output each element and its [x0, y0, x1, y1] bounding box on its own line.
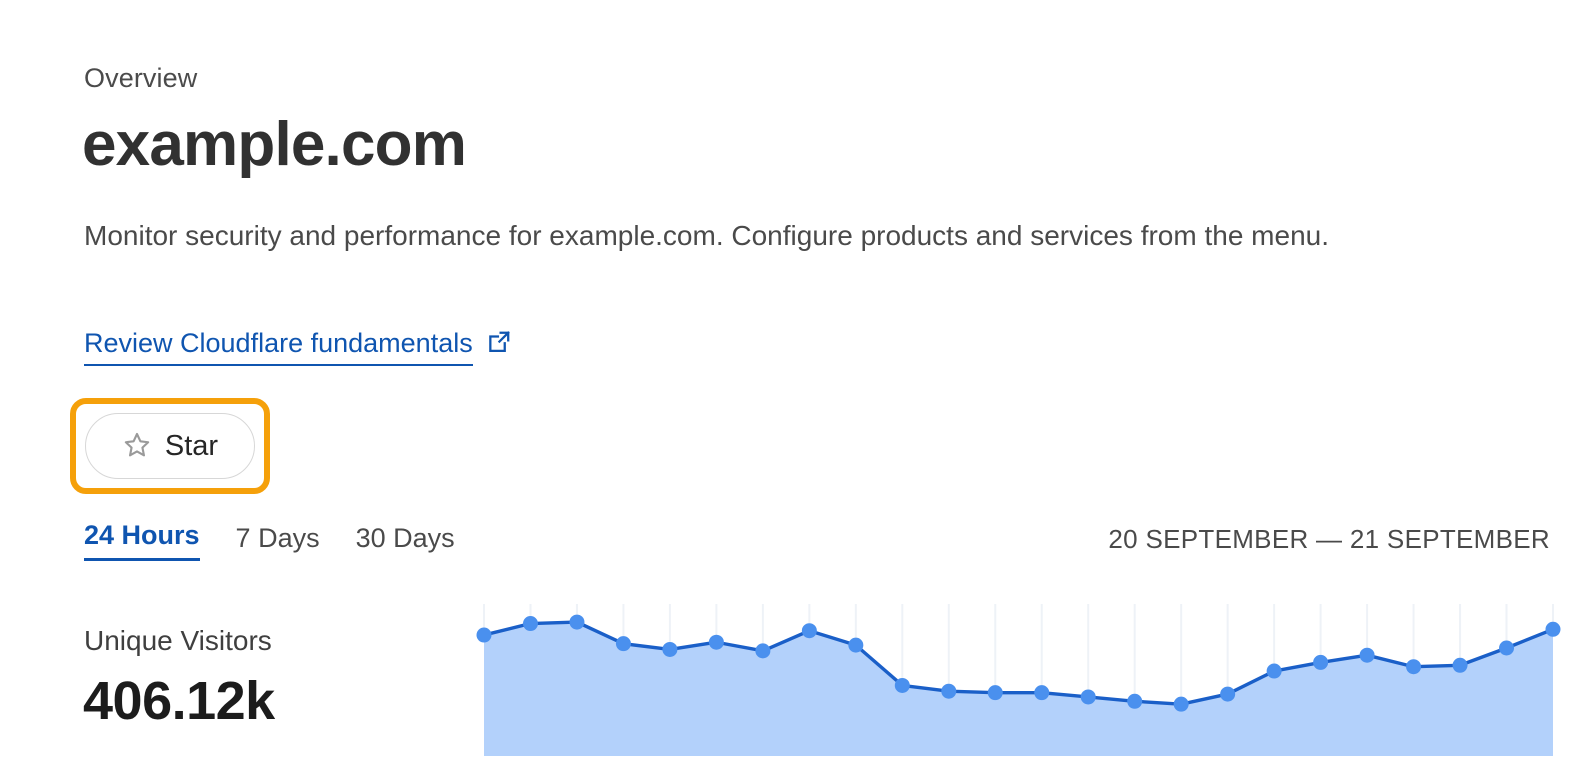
- star-outline-icon: [122, 430, 152, 463]
- tab-30-days[interactable]: 30 Days: [355, 523, 455, 553]
- chart-data-point[interactable]: [1313, 654, 1329, 670]
- chart-data-point[interactable]: [894, 677, 910, 693]
- tab-24-hours[interactable]: 24 Hours: [84, 520, 200, 562]
- chart-data-point[interactable]: [941, 683, 957, 699]
- time-range-tabs: 24 Hours 7 Days 30 Days: [84, 520, 455, 562]
- unique-visitors-chart: [470, 588, 1570, 782]
- fundamentals-link-row[interactable]: Review Cloudflare fundamentals: [84, 328, 512, 367]
- chart-data-point[interactable]: [987, 685, 1003, 701]
- external-link-icon: [486, 329, 512, 360]
- chart-data-point[interactable]: [615, 636, 631, 652]
- chart-data-point[interactable]: [848, 637, 864, 653]
- page-title: example.com: [82, 110, 467, 179]
- chart-points: [476, 614, 1561, 712]
- chart-data-point[interactable]: [1127, 693, 1143, 709]
- chart-area-fill: [484, 622, 1553, 756]
- page-eyebrow: Overview: [84, 63, 198, 93]
- chart-data-point[interactable]: [569, 614, 585, 630]
- chart-data-point[interactable]: [1266, 663, 1282, 679]
- chart-data-point[interactable]: [662, 641, 678, 657]
- star-button-highlight: [70, 398, 270, 494]
- chart-data-point[interactable]: [708, 634, 724, 650]
- chart-data-point[interactable]: [1173, 696, 1189, 712]
- chart-data-point[interactable]: [1359, 647, 1375, 663]
- chart-data-point[interactable]: [522, 616, 538, 632]
- chart-data-point[interactable]: [1545, 621, 1561, 637]
- date-range-label: 20 SEPTEMBER — 21 SEPTEMBER: [1108, 524, 1550, 554]
- metric-value: 406.12k: [83, 671, 275, 731]
- chart-line: [482, 620, 1555, 706]
- tab-7-days[interactable]: 7 Days: [235, 523, 320, 553]
- chart-gridlines: [483, 604, 1554, 703]
- chart-data-point[interactable]: [1220, 686, 1236, 702]
- chart-data-point[interactable]: [755, 643, 771, 659]
- unique-visitors-area-chart: [476, 604, 1561, 756]
- chart-data-point[interactable]: [1499, 640, 1515, 656]
- star-button[interactable]: Star: [85, 413, 255, 479]
- chart-data-point[interactable]: [476, 627, 492, 643]
- chart-data-point[interactable]: [1034, 685, 1050, 701]
- metric-label: Unique Visitors: [84, 625, 272, 656]
- chart-data-point[interactable]: [1452, 657, 1468, 673]
- page-description: Monitor security and performance for exa…: [84, 220, 1330, 251]
- chart-data-point[interactable]: [1080, 689, 1096, 705]
- chart-data-point[interactable]: [801, 623, 817, 639]
- chart-data-point[interactable]: [1406, 659, 1422, 675]
- star-button-label: Star: [164, 429, 219, 462]
- review-fundamentals-link[interactable]: Review Cloudflare fundamentals: [84, 328, 473, 367]
